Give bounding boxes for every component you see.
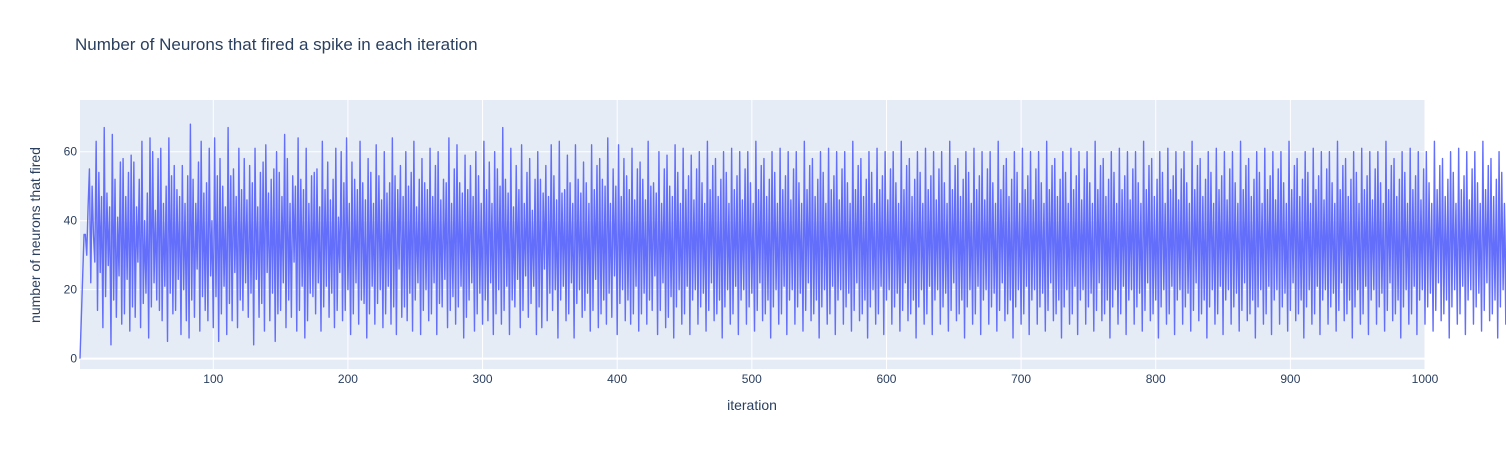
y-axis-ticks: 0 20 40 60	[64, 145, 78, 366]
x-tick-label: 600	[876, 372, 896, 386]
x-axis-ticks: 100 200 300 400 500 600 700 800 900 1000	[203, 372, 1438, 386]
x-tick-label: 700	[1011, 372, 1031, 386]
series-line	[79, 123, 1506, 359]
y-tick-label: 20	[64, 283, 78, 297]
y-tick-label: 0	[70, 352, 77, 366]
x-tick-label: 100	[203, 372, 223, 386]
y-tick-label: 40	[64, 214, 78, 228]
x-tick-label: 300	[473, 372, 493, 386]
x-tick-label: 200	[338, 372, 358, 386]
x-axis-label: iteration	[727, 397, 777, 413]
y-axis-label: number of neurons that fired	[27, 147, 43, 323]
x-tick-label: 900	[1280, 372, 1300, 386]
x-tick-label: 400	[607, 372, 627, 386]
chart-title: Number of Neurons that fired a spike in …	[75, 35, 478, 54]
x-tick-label: 800	[1146, 372, 1166, 386]
y-tick-label: 60	[64, 145, 78, 159]
series-layer	[79, 123, 1506, 359]
x-tick-label: 500	[742, 372, 762, 386]
x-tick-label: 1000	[1412, 372, 1439, 386]
